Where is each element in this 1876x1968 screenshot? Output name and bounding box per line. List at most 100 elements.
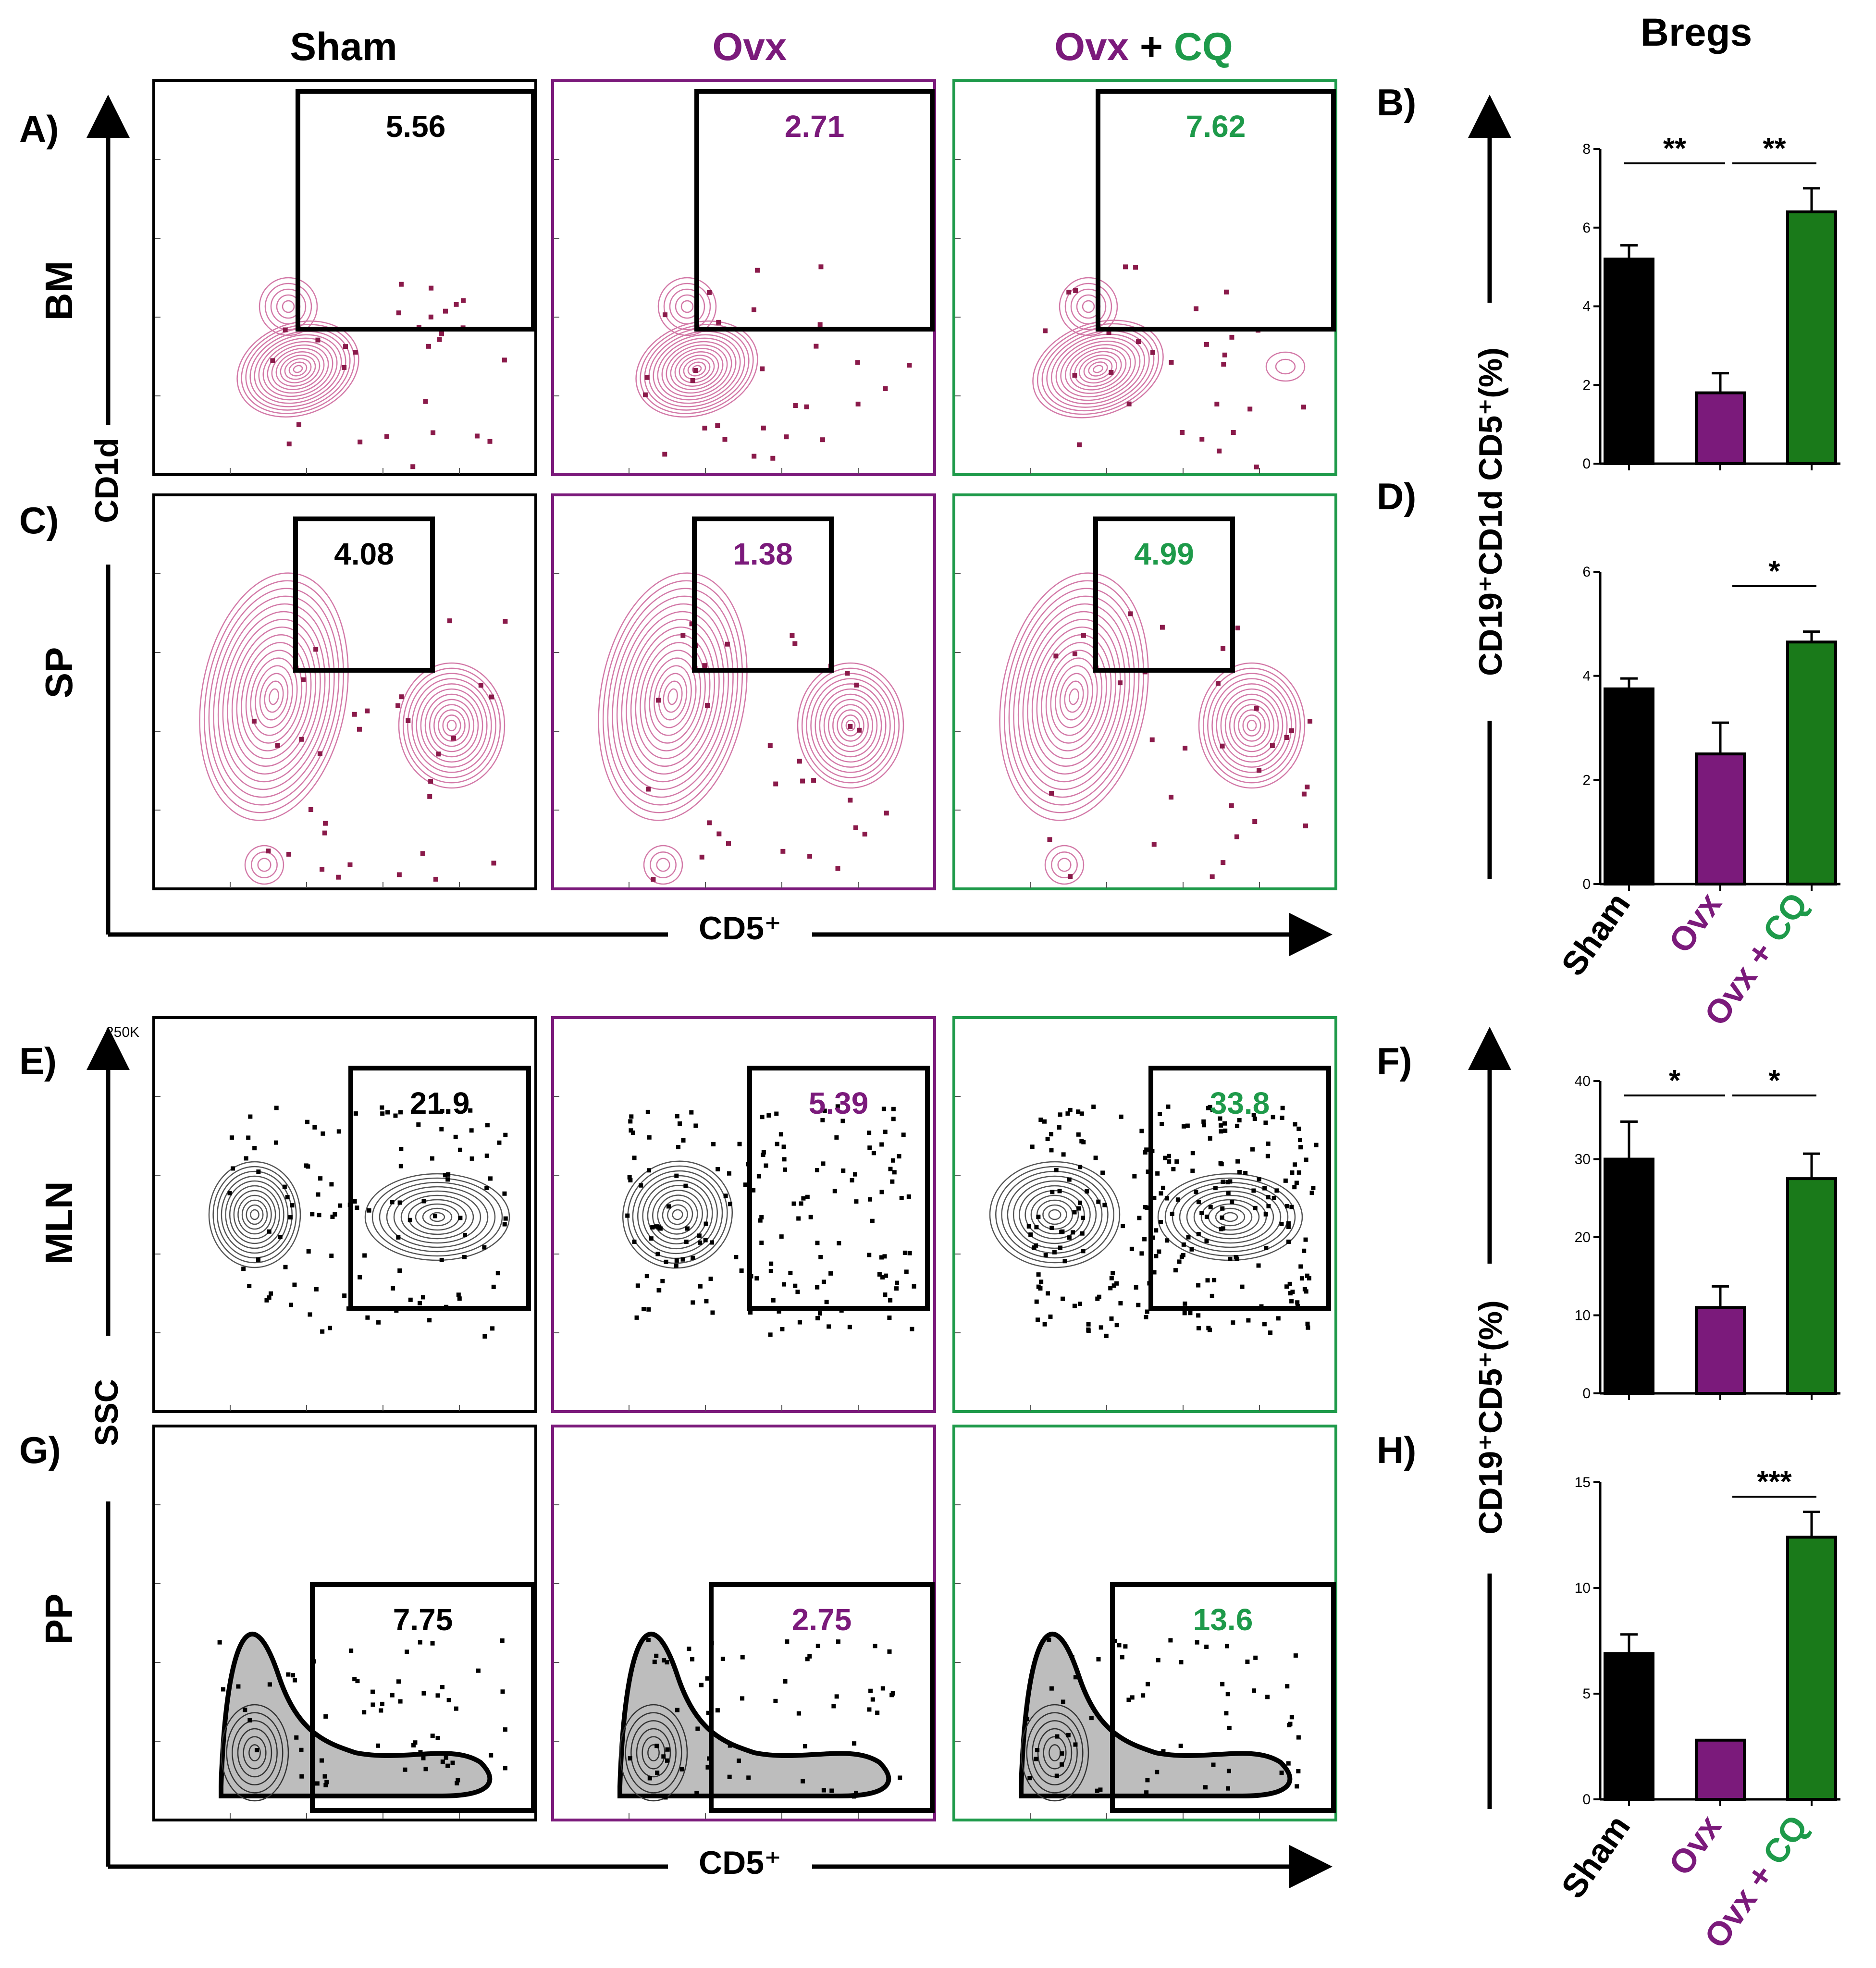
event-dot (1221, 362, 1226, 367)
event-dot (1179, 1660, 1184, 1665)
y-tick-label: 30 (1575, 1152, 1591, 1168)
contour-line (989, 1161, 1121, 1268)
header-ovx-cq: Ovx + CQ (1054, 25, 1233, 69)
event-dot (1171, 1167, 1176, 1171)
event-dot (663, 1795, 668, 1800)
event-dot (502, 1222, 507, 1227)
event-dot (769, 1261, 774, 1266)
event-dot (1224, 1644, 1229, 1648)
event-dot (1235, 1123, 1240, 1128)
event-dot (1251, 1113, 1256, 1118)
event-dot (248, 1114, 253, 1119)
event-dot (362, 1710, 367, 1715)
event-dot (227, 1191, 232, 1195)
event-dot (267, 1295, 272, 1300)
event-dot (680, 633, 686, 638)
event-dot (336, 874, 341, 880)
event-dot (1117, 1643, 1122, 1648)
panel-label-g: G) (19, 1429, 61, 1471)
event-dot (1221, 646, 1226, 651)
gate-box (296, 89, 536, 332)
event-dot (802, 1744, 807, 1749)
event-dot (889, 1693, 894, 1697)
event-dot (286, 851, 292, 857)
event-dot (755, 268, 760, 273)
event-dot (1109, 1276, 1114, 1280)
event-dot (734, 1255, 739, 1259)
event-dot (646, 1307, 651, 1312)
event-dot (1158, 1111, 1162, 1116)
gate-value-bm-1: 2.71 (785, 109, 845, 144)
event-dot (1169, 360, 1174, 365)
event-dot (1194, 306, 1199, 311)
event-dot (1246, 1318, 1251, 1323)
event-dot (1144, 1147, 1149, 1152)
contour-line (1026, 1712, 1084, 1794)
event-dot (852, 1172, 857, 1177)
event-dot (801, 1779, 805, 1784)
event-dot (848, 724, 853, 729)
event-dot (1186, 1235, 1191, 1240)
event-dot (1061, 1699, 1065, 1704)
event-dot (867, 1707, 872, 1712)
event-dot (827, 1324, 831, 1329)
contour-line (995, 1166, 1114, 1264)
event-dot (1224, 289, 1229, 295)
contour-line (1048, 1209, 1061, 1220)
event-dot (1286, 1224, 1291, 1229)
event-dot (1163, 1156, 1168, 1160)
event-dot (1077, 442, 1082, 447)
event-dot (1253, 1655, 1258, 1660)
event-dot (431, 430, 436, 435)
event-dot (1108, 1286, 1113, 1291)
event-dot (1161, 1749, 1166, 1754)
event-dot (435, 1735, 440, 1740)
contour-line (433, 704, 470, 747)
event-dot (746, 1775, 751, 1780)
contour-line (1179, 1186, 1282, 1248)
contour-line (221, 1175, 289, 1254)
event-dot (716, 831, 722, 836)
contour-line (683, 358, 711, 380)
event-dot (821, 1279, 826, 1284)
y-tick-label: 20 (1575, 1230, 1591, 1245)
event-dot (468, 1108, 473, 1113)
event-dot (1204, 1214, 1209, 1219)
event-dot (1264, 1245, 1269, 1250)
event-dot (1166, 1104, 1171, 1109)
event-dot (656, 698, 661, 703)
event-dot (881, 1107, 886, 1111)
event-dot (1152, 1270, 1157, 1275)
event-dot (273, 1140, 278, 1145)
event-dot (820, 437, 825, 443)
event-dot (1289, 1205, 1294, 1209)
event-dot (1102, 1203, 1107, 1207)
event-dot (706, 1710, 711, 1715)
event-dot (463, 1233, 468, 1238)
event-dot (1025, 1717, 1030, 1722)
event-dot (1222, 352, 1227, 357)
contour-line (1041, 642, 1107, 751)
event-dot (1237, 1169, 1242, 1174)
event-dot (835, 866, 840, 871)
event-dot (1078, 1165, 1083, 1169)
contour-line (619, 1704, 688, 1802)
event-dot (1234, 1255, 1238, 1260)
event-dot (694, 1791, 699, 1796)
event-dot (338, 1203, 343, 1208)
contour-line (270, 288, 307, 325)
event-dot (396, 872, 402, 877)
contour-line (429, 699, 475, 752)
contour-line (1220, 688, 1284, 763)
event-dot (1263, 1212, 1268, 1217)
event-dot (832, 1189, 837, 1193)
event-dot (664, 1259, 668, 1264)
event-dot (1288, 1291, 1293, 1296)
event-dot (666, 1204, 671, 1209)
event-dot (796, 1711, 801, 1716)
plot-frame (152, 1016, 537, 1413)
event-dot (882, 1254, 887, 1259)
event-dot (754, 1276, 759, 1281)
event-dot (654, 1224, 659, 1229)
event-dot (247, 1718, 252, 1722)
